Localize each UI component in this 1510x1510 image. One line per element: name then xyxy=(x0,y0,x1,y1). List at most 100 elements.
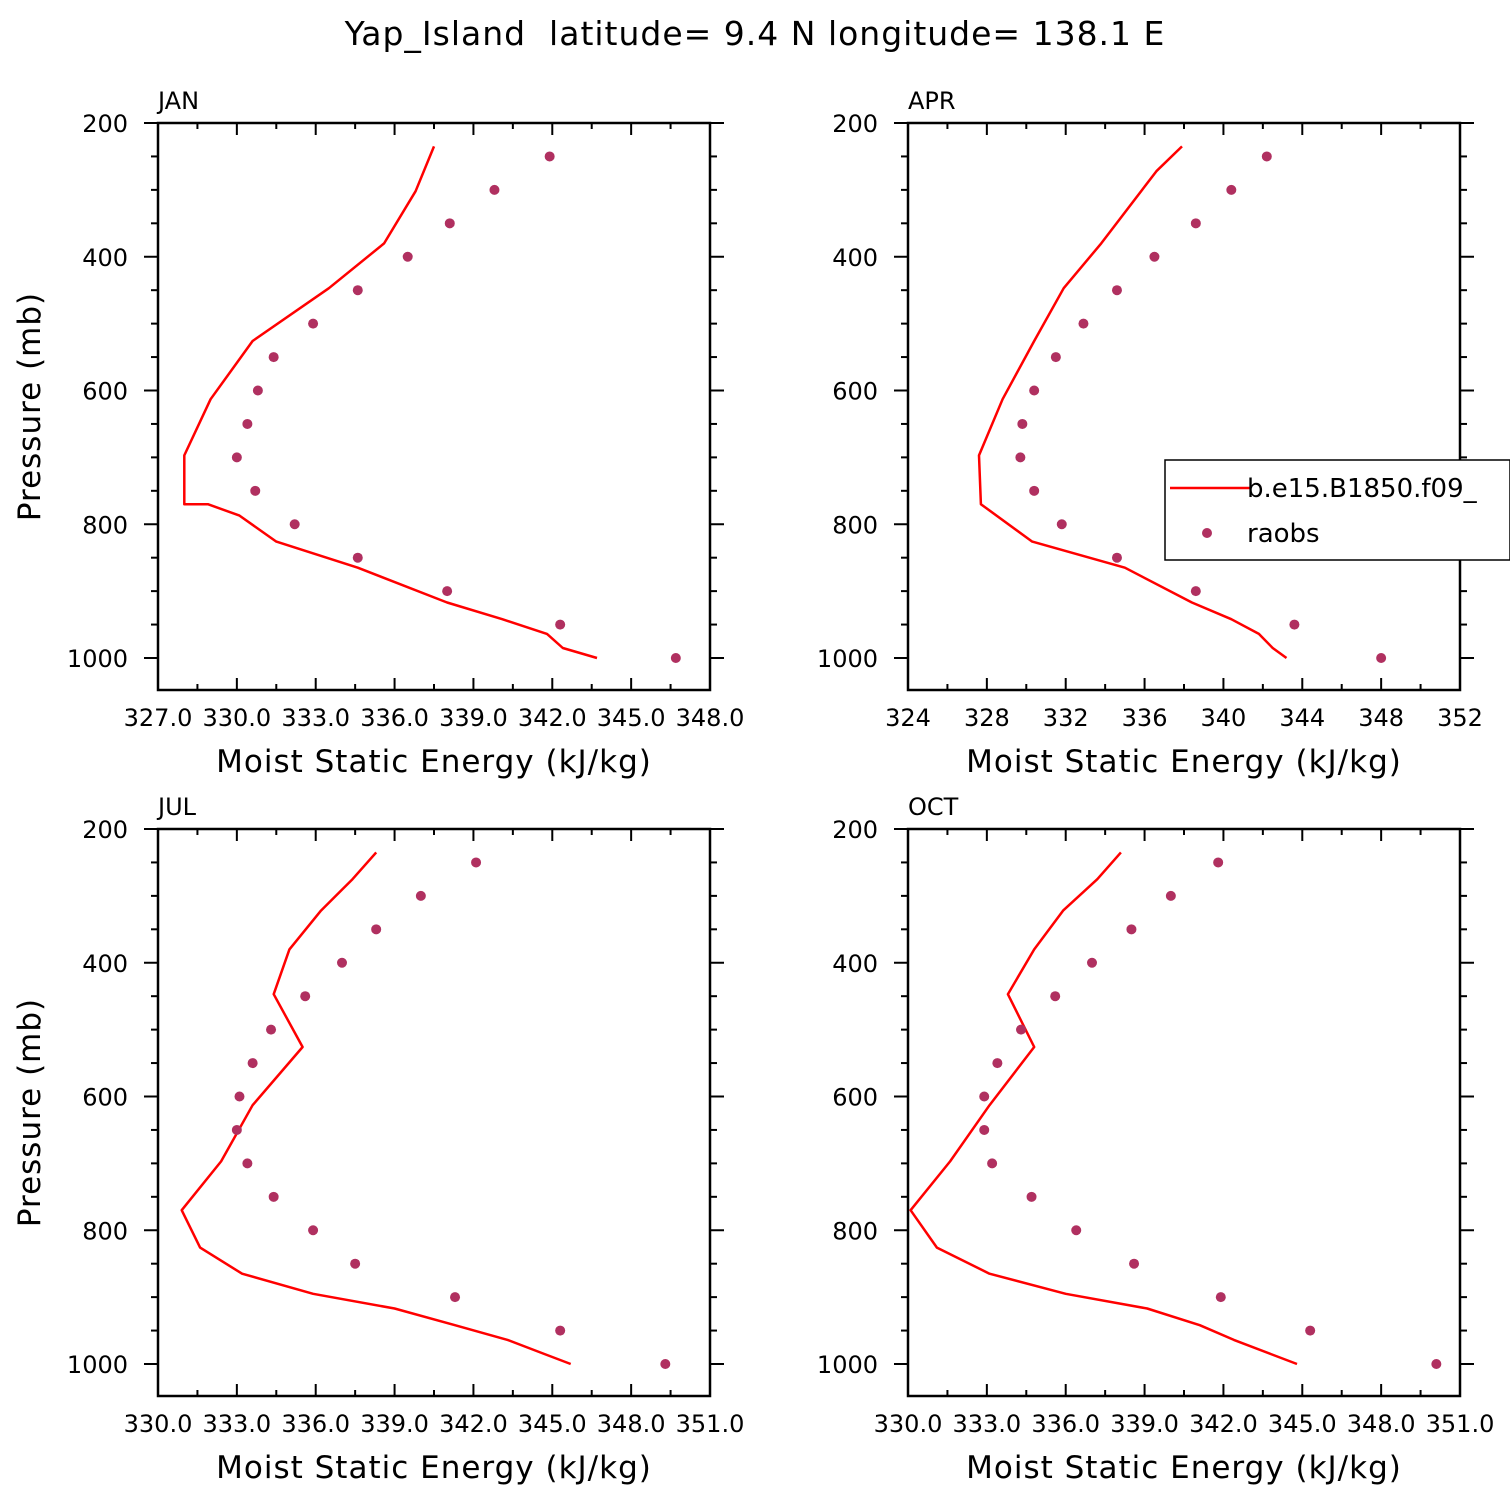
raobs-point xyxy=(242,418,253,429)
raobs-point xyxy=(1078,318,1089,329)
raobs-point xyxy=(544,151,555,162)
y-tick-label: 800 xyxy=(832,511,878,539)
raobs-point xyxy=(371,924,382,935)
raobs-point xyxy=(402,251,413,262)
x-tick-label: 348.0 xyxy=(676,704,745,732)
x-tick-label: 344 xyxy=(1279,704,1325,732)
y-axis-title: Pressure (mb) xyxy=(12,292,48,521)
plot-frame xyxy=(156,827,712,1398)
raobs-point xyxy=(252,385,263,396)
raobs-point xyxy=(1289,619,1300,630)
raobs-point xyxy=(1016,1024,1027,1035)
x-axis-title: Moist Static Energy (kJ/kg) xyxy=(216,744,652,780)
y-tick-label: 400 xyxy=(832,244,878,272)
raobs-point xyxy=(442,586,453,597)
raobs-point xyxy=(337,957,347,968)
raobs-point xyxy=(242,1158,253,1169)
panel-title: JUL xyxy=(156,793,197,821)
x-tick-label: 345.0 xyxy=(1268,1410,1337,1438)
raobs-point xyxy=(231,1124,242,1135)
raobs-point xyxy=(1215,1292,1226,1303)
x-tick-label: 348.0 xyxy=(1347,1410,1416,1438)
raobs-point xyxy=(289,519,300,530)
raobs-point xyxy=(300,991,311,1002)
raobs-point xyxy=(670,653,681,663)
raobs-point xyxy=(1029,385,1040,396)
x-tick-label: 336.0 xyxy=(1031,1410,1100,1438)
raobs-point xyxy=(308,318,319,329)
x-tick-label: 327.0 xyxy=(124,704,193,732)
x-tick-label: 339.0 xyxy=(1110,1410,1179,1438)
legend-marker-swatch xyxy=(1202,528,1212,538)
x-axis-title: Moist Static Energy (kJ/kg) xyxy=(966,1450,1402,1486)
raobs-point xyxy=(1376,653,1387,663)
raobs-point xyxy=(1213,857,1224,868)
y-tick-label: 800 xyxy=(82,1217,128,1245)
raobs-point xyxy=(987,1158,998,1169)
y-tick-label: 600 xyxy=(82,1084,128,1112)
raobs-point xyxy=(1050,352,1061,363)
raobs-point xyxy=(660,1359,671,1369)
x-tick-label: 332 xyxy=(1043,704,1089,732)
y-tick-label: 1000 xyxy=(67,1351,128,1379)
raobs-point xyxy=(1111,285,1122,296)
panel-oct: 330.0 333.0 336.0 339.0 342.0 345.0 348.0 351.0… xyxy=(817,793,1494,1486)
raobs-point xyxy=(555,1325,566,1336)
x-tick-label: 339.0 xyxy=(439,704,508,732)
y-tick-label: 200 xyxy=(82,816,128,844)
x-tick-label: 328 xyxy=(964,704,1010,732)
y-tick-label: 400 xyxy=(82,244,128,272)
raobs-point xyxy=(489,184,500,195)
panel-apr: 324 328 332 336 340 344 348 352 200 400 600 800 1000… xyxy=(817,87,1483,780)
raobs-point xyxy=(450,1292,461,1303)
legend-label-model: b.e15.B1850.f09_ xyxy=(1247,474,1478,504)
x-tick-label: 345.0 xyxy=(518,1410,587,1438)
raobs-point xyxy=(268,1191,279,1202)
plot-frame xyxy=(906,121,1462,692)
raobs-point xyxy=(1026,1191,1037,1202)
raobs-point xyxy=(1126,924,1137,935)
x-tick-label: 339.0 xyxy=(360,1410,429,1438)
x-tick-label: 342.0 xyxy=(518,704,587,732)
x-axis-title: Moist Static Energy (kJ/kg) xyxy=(966,744,1402,780)
raobs-point xyxy=(250,485,261,496)
panel-title: JAN xyxy=(156,87,199,115)
raobs-point xyxy=(1165,890,1176,901)
x-tick-label: 330.0 xyxy=(874,1410,943,1438)
y-tick-label: 1000 xyxy=(817,1351,878,1379)
x-tick-label: 336.0 xyxy=(281,1410,350,1438)
raobs-point xyxy=(555,619,566,630)
legend-box xyxy=(1164,459,1510,561)
x-tick-label: 348.0 xyxy=(597,1410,666,1438)
y-tick-label: 800 xyxy=(832,1217,878,1245)
raobs-point xyxy=(415,890,426,901)
raobs-point xyxy=(247,1058,258,1069)
y-tick-label: 1000 xyxy=(67,645,128,673)
raobs-point xyxy=(992,1058,1003,1069)
raobs-point xyxy=(352,285,363,296)
x-tick-label: 330.0 xyxy=(202,704,271,732)
y-tick-label: 200 xyxy=(832,816,878,844)
model-profile-line xyxy=(183,145,598,660)
x-tick-label: 336.0 xyxy=(360,704,429,732)
x-tick-label: 336 xyxy=(1122,704,1168,732)
y-tick-label: 1000 xyxy=(817,645,878,673)
raobs-point xyxy=(1050,991,1061,1002)
raobs-point xyxy=(308,1225,319,1236)
raobs-point xyxy=(1305,1325,1316,1336)
y-tick-label: 400 xyxy=(832,950,878,978)
raobs-point xyxy=(1261,151,1272,162)
raobs-point xyxy=(1087,957,1097,968)
raobs-point xyxy=(1149,251,1160,262)
panel-jul: 330.0 333.0 336.0 339.0 342.0 345.0 348.0 351.0… xyxy=(12,793,744,1486)
model-profile-line xyxy=(180,851,572,1366)
raobs-point xyxy=(1190,586,1201,597)
plot-frame xyxy=(156,121,712,692)
x-tick-label: 342.0 xyxy=(1189,1410,1258,1438)
x-tick-label: 348 xyxy=(1358,704,1404,732)
y-tick-label: 600 xyxy=(832,1084,878,1112)
y-tick-label: 400 xyxy=(82,950,128,978)
panel-title: OCT xyxy=(908,793,959,821)
raobs-point xyxy=(268,352,279,363)
